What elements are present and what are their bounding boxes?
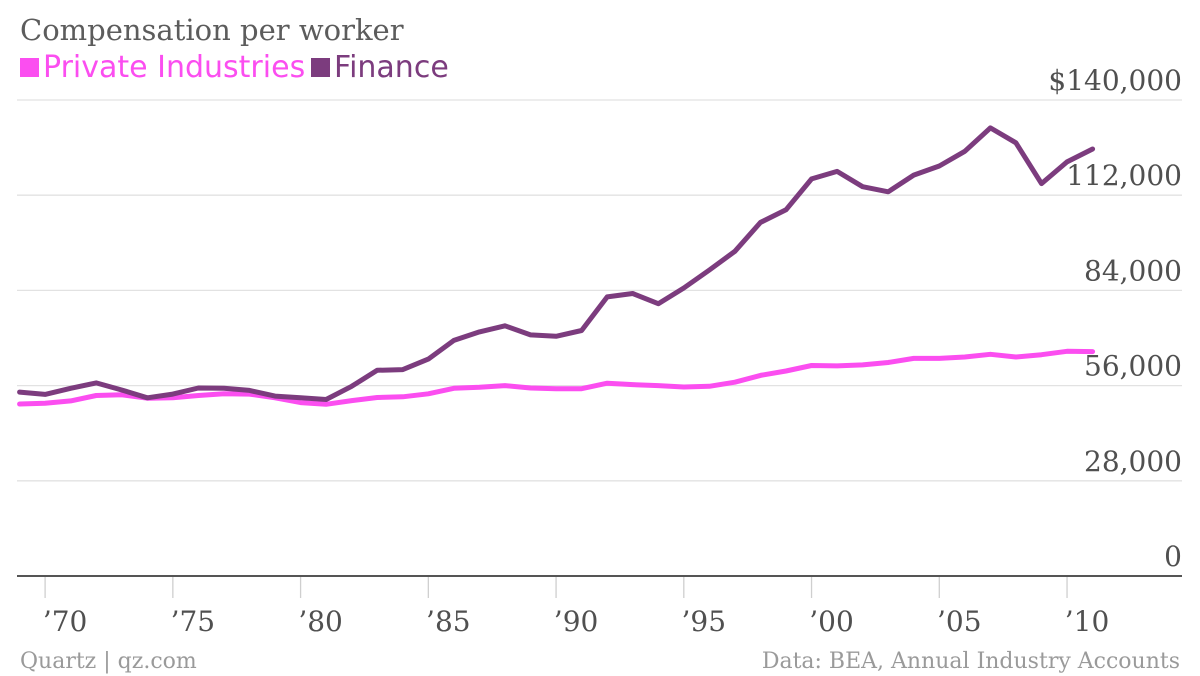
y-axis-tick-labels: 0 28,000 56,000 84,000 112,000 $140,000 (1048, 64, 1182, 573)
legend-label-finance: Finance (334, 50, 449, 85)
x-tick-label: ’05 (937, 605, 982, 638)
footer-source: Data: BEA, Annual Industry Accounts (762, 649, 1180, 674)
x-tick-label: ’10 (1065, 605, 1110, 638)
x-tick-label: ’70 (43, 605, 88, 638)
y-tick-label: 28,000 (1084, 445, 1182, 478)
footer-credit: Quartz | qz.com (20, 649, 197, 674)
y-tick-label: 112,000 (1066, 159, 1182, 192)
y-tick-label: 84,000 (1084, 254, 1182, 287)
series-line-private-industries (17, 348, 1096, 407)
series-line-finance (17, 125, 1096, 402)
x-tick-label: ’85 (426, 605, 471, 638)
x-tick-label: ’90 (554, 605, 599, 638)
x-tick-label: ’80 (298, 605, 343, 638)
series-lines (17, 125, 1096, 407)
y-tick-label: 0 (1164, 540, 1182, 573)
x-tick-label: ’75 (171, 605, 216, 638)
y-tick-label: 56,000 (1084, 350, 1182, 383)
gridlines (17, 99, 1182, 482)
y-tick-label: $140,000 (1048, 64, 1182, 97)
x-tick-label: ’95 (682, 605, 727, 638)
legend: Private Industries Finance (20, 50, 449, 85)
legend-label-private-industries: Private Industries (43, 50, 305, 85)
chart-title: Compensation per worker (20, 13, 404, 47)
legend-swatch-finance (311, 58, 330, 77)
x-axis-ticks: ’70 ’75 ’80 ’85 ’90 ’95 ’00 ’05 ’10 (43, 576, 1109, 638)
x-tick-label: ’00 (809, 605, 854, 638)
legend-swatch-private-industries (20, 58, 39, 77)
